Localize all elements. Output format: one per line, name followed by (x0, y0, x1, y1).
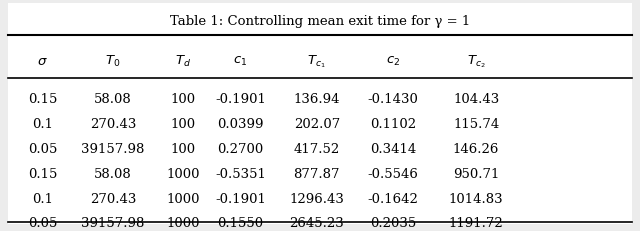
Text: 58.08: 58.08 (94, 167, 132, 180)
Text: 0.15: 0.15 (28, 93, 58, 106)
Text: 100: 100 (170, 118, 196, 131)
Text: 0.05: 0.05 (28, 143, 58, 155)
Text: 104.43: 104.43 (453, 93, 499, 106)
Text: 270.43: 270.43 (90, 118, 136, 131)
Text: $c_1$: $c_1$ (233, 55, 248, 68)
Text: 0.05: 0.05 (28, 216, 58, 229)
Text: 115.74: 115.74 (453, 118, 499, 131)
Text: $\sigma$: $\sigma$ (38, 55, 48, 67)
Text: -0.1901: -0.1901 (215, 93, 266, 106)
Text: 417.52: 417.52 (294, 143, 340, 155)
Text: 146.26: 146.26 (453, 143, 499, 155)
Text: 270.43: 270.43 (90, 192, 136, 205)
Text: 950.71: 950.71 (453, 167, 499, 180)
Text: 1000: 1000 (166, 216, 200, 229)
Text: -0.1430: -0.1430 (368, 93, 419, 106)
Text: 0.1: 0.1 (32, 118, 53, 131)
Text: 0.1102: 0.1102 (370, 118, 417, 131)
Text: 202.07: 202.07 (294, 118, 340, 131)
Text: 0.0399: 0.0399 (217, 118, 264, 131)
Text: 0.1550: 0.1550 (218, 216, 264, 229)
Text: 1296.43: 1296.43 (289, 192, 344, 205)
Text: 58.08: 58.08 (94, 93, 132, 106)
Text: 1014.83: 1014.83 (449, 192, 504, 205)
Text: -0.1642: -0.1642 (368, 192, 419, 205)
Text: $T_{c_2}$: $T_{c_2}$ (467, 53, 486, 69)
Text: $c_2$: $c_2$ (386, 55, 401, 68)
Text: 0.2700: 0.2700 (217, 143, 264, 155)
Text: 0.15: 0.15 (28, 167, 58, 180)
Text: Table 1: Controlling mean exit time for γ = 1: Table 1: Controlling mean exit time for … (170, 15, 470, 28)
Text: 877.87: 877.87 (294, 167, 340, 180)
Text: -0.5546: -0.5546 (368, 167, 419, 180)
Text: 136.94: 136.94 (294, 93, 340, 106)
Text: 100: 100 (170, 143, 196, 155)
Text: 1191.72: 1191.72 (449, 216, 504, 229)
Text: -0.1901: -0.1901 (215, 192, 266, 205)
Text: -0.5351: -0.5351 (215, 167, 266, 180)
Text: 1000: 1000 (166, 192, 200, 205)
Text: 2645.23: 2645.23 (289, 216, 344, 229)
Text: 39157.98: 39157.98 (81, 143, 145, 155)
Text: $T_d$: $T_d$ (175, 54, 191, 69)
Text: 39157.98: 39157.98 (81, 216, 145, 229)
Text: $T_{c_1}$: $T_{c_1}$ (307, 53, 326, 69)
Text: 1000: 1000 (166, 167, 200, 180)
Text: 100: 100 (170, 93, 196, 106)
Text: 0.1: 0.1 (32, 192, 53, 205)
Text: 0.2035: 0.2035 (370, 216, 417, 229)
Text: $T_0$: $T_0$ (105, 54, 120, 69)
Text: 0.3414: 0.3414 (370, 143, 417, 155)
